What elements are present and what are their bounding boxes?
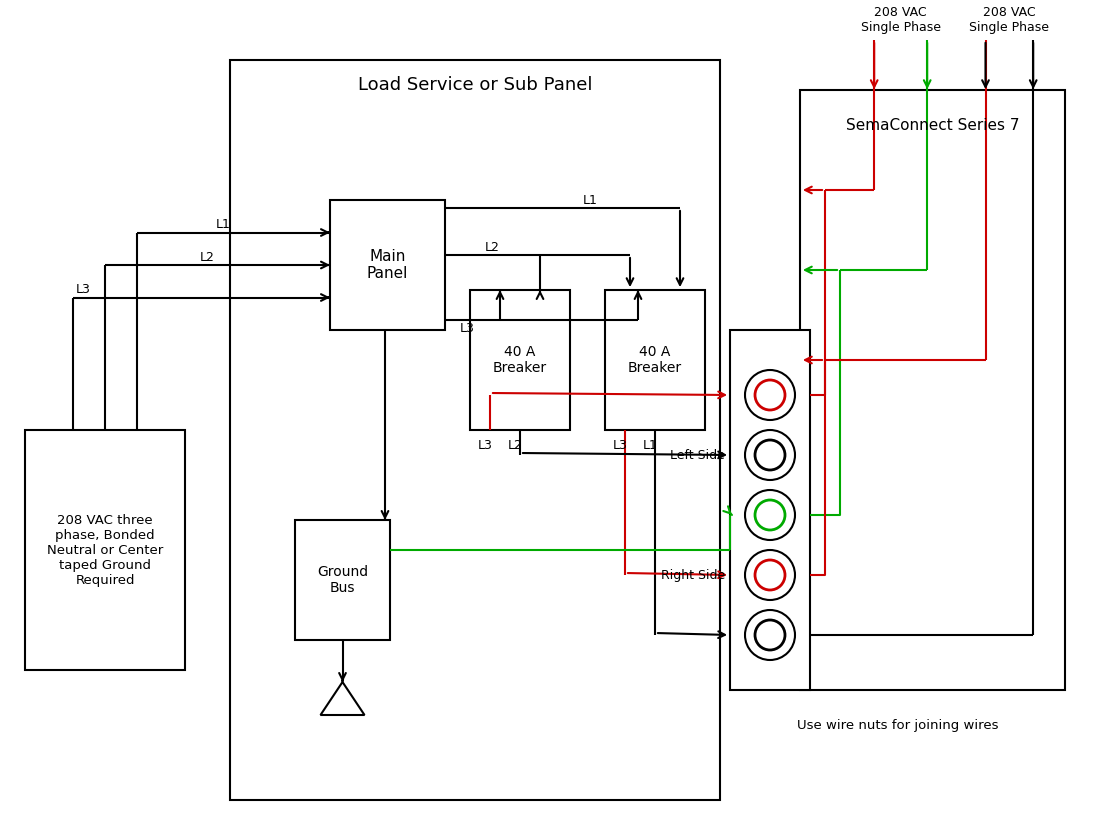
Circle shape xyxy=(755,620,785,650)
Text: 40 A
Breaker: 40 A Breaker xyxy=(493,345,547,375)
Text: L2: L2 xyxy=(485,240,499,254)
Circle shape xyxy=(745,430,795,480)
Polygon shape xyxy=(320,682,364,715)
Text: L2: L2 xyxy=(200,250,214,264)
Bar xyxy=(800,90,1065,690)
Bar xyxy=(605,290,705,430)
Text: Right Side: Right Side xyxy=(661,569,725,581)
Text: L1: L1 xyxy=(216,218,231,231)
Circle shape xyxy=(755,560,785,590)
Text: SemaConnect Series 7: SemaConnect Series 7 xyxy=(846,118,1020,133)
Text: 208 VAC
Single Phase: 208 VAC Single Phase xyxy=(969,6,1049,34)
Text: 208 VAC
Single Phase: 208 VAC Single Phase xyxy=(860,6,940,34)
Text: L3: L3 xyxy=(477,438,493,452)
Circle shape xyxy=(745,610,795,660)
Circle shape xyxy=(745,490,795,540)
Text: L3: L3 xyxy=(613,438,627,452)
Text: Use wire nuts for joining wires: Use wire nuts for joining wires xyxy=(796,718,999,732)
Text: Main
Panel: Main Panel xyxy=(366,249,408,281)
Text: Ground
Bus: Ground Bus xyxy=(317,565,368,595)
Circle shape xyxy=(745,550,795,600)
Bar xyxy=(295,520,390,640)
Circle shape xyxy=(755,440,785,470)
Bar xyxy=(730,330,810,690)
Bar xyxy=(230,60,720,800)
Circle shape xyxy=(755,380,785,410)
Text: L3: L3 xyxy=(460,322,475,334)
Text: L1: L1 xyxy=(583,193,597,207)
Text: L1: L1 xyxy=(642,438,658,452)
Circle shape xyxy=(755,500,785,530)
Bar xyxy=(470,290,570,430)
Text: L3: L3 xyxy=(76,283,90,296)
Text: Load Service or Sub Panel: Load Service or Sub Panel xyxy=(358,76,592,94)
Circle shape xyxy=(745,370,795,420)
Text: 208 VAC three
phase, Bonded
Neutral or Center
taped Ground
Required: 208 VAC three phase, Bonded Neutral or C… xyxy=(47,513,163,586)
Text: Left Side: Left Side xyxy=(670,449,725,461)
Bar xyxy=(25,430,185,670)
Text: L2: L2 xyxy=(507,438,522,452)
Bar xyxy=(330,200,446,330)
Text: 40 A
Breaker: 40 A Breaker xyxy=(628,345,682,375)
